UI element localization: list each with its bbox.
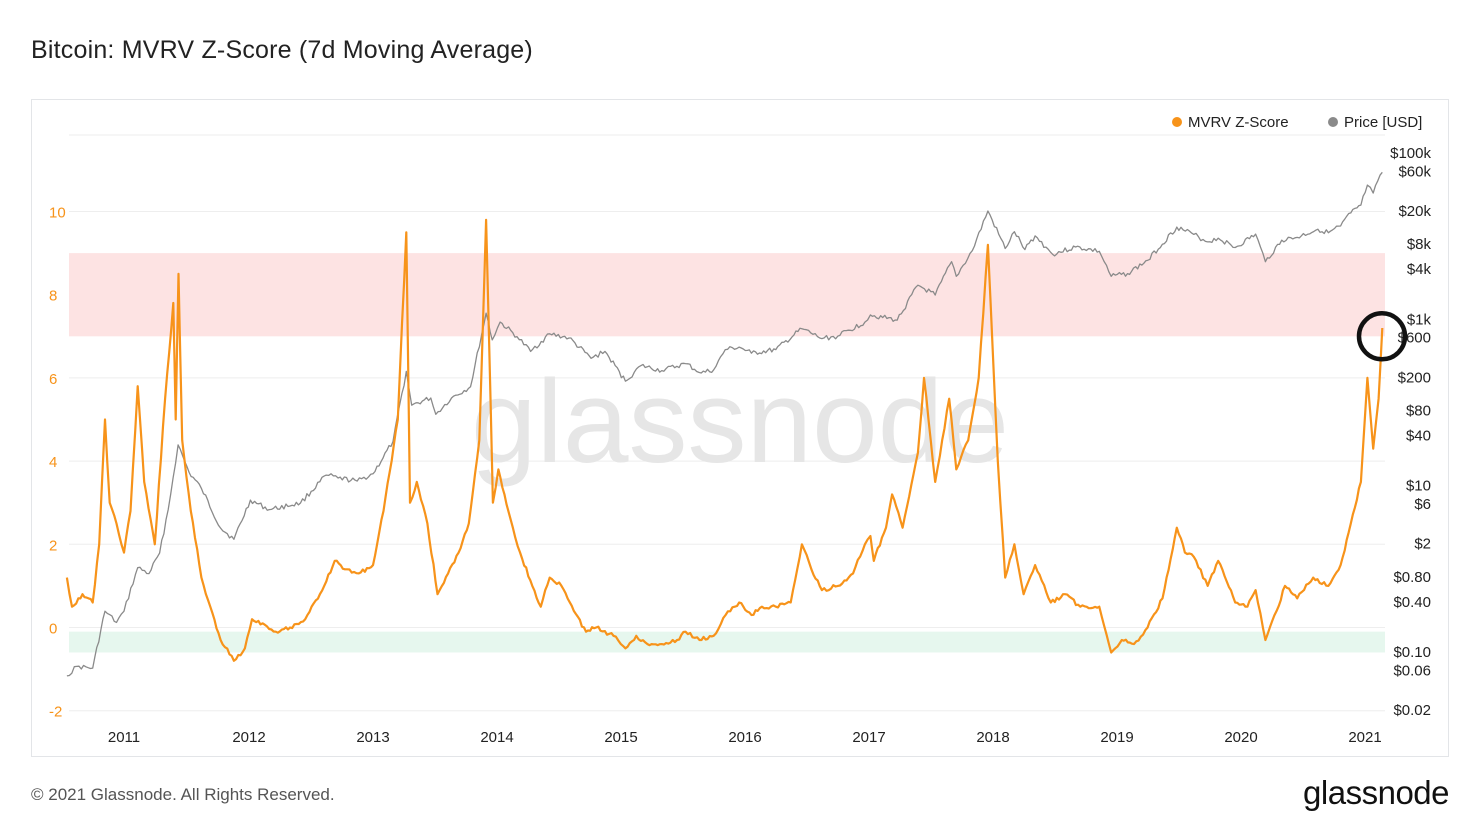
band-bottom	[69, 631, 1385, 653]
left-tick-label: 0	[49, 621, 57, 638]
right-axis: $100k$60k$20k$8k$4k$1k$600$200$80$40$10$…	[1390, 145, 1431, 719]
x-tick-label: 2013	[356, 729, 389, 746]
x-axis: 2011 2012 2013 2014 2015 2016 2017 2018 2019 2020…	[108, 729, 1382, 746]
right-tick-label: $6	[1414, 496, 1431, 513]
legend-label[interactable]: Price [USD]	[1344, 114, 1422, 131]
right-tick-label: $4k	[1407, 261, 1432, 278]
footer-copyright: © 2021 Glassnode. All Rights Reserved.	[31, 785, 335, 804]
right-tick-label: $0.10	[1393, 644, 1431, 661]
right-tick-label: $200	[1398, 369, 1431, 386]
right-tick-label: $0.06	[1393, 662, 1431, 679]
left-tick-label: 4	[49, 454, 57, 471]
left-axis: -2 0 2 4 6 8 10	[49, 205, 66, 721]
right-tick-label: $100k	[1390, 145, 1431, 162]
zscore-series	[65, 218, 1384, 662]
x-tick-label: 2016	[728, 729, 761, 746]
right-tick-label: $0.40	[1393, 594, 1431, 611]
left-tick-label: 6	[49, 371, 57, 388]
annotation-layer	[1356, 311, 1408, 362]
legend-swatch	[1172, 117, 1182, 127]
x-tick-label: 2020	[1224, 729, 1257, 746]
legend: MVRV Z-Score Price [USD]	[1172, 114, 1422, 131]
right-tick-label: $1k	[1407, 311, 1432, 328]
legend-swatch	[1328, 117, 1338, 127]
watermark: glassnode	[471, 356, 1009, 488]
right-tick-label: $2	[1414, 536, 1431, 553]
x-tick-label: 2019	[1100, 729, 1133, 746]
footer-logo: glassnode	[1303, 774, 1449, 811]
left-tick-label: 8	[49, 288, 57, 305]
right-tick-label: $0.80	[1393, 569, 1431, 586]
band-top	[69, 253, 1385, 337]
price-line	[66, 171, 1383, 677]
x-tick-label: 2017	[852, 729, 885, 746]
right-tick-label: $60k	[1398, 163, 1431, 180]
right-tick-label: $10	[1406, 478, 1431, 495]
x-tick-label: 2015	[604, 729, 637, 746]
left-tick-label: 10	[49, 205, 66, 222]
right-tick-label: $80	[1406, 402, 1431, 419]
x-tick-label: 2014	[480, 729, 513, 746]
bands-layer	[69, 253, 1385, 653]
x-tick-label: 2011	[108, 729, 140, 746]
zscore-line	[65, 218, 1384, 662]
x-tick-label: 2012	[232, 729, 265, 746]
price-series	[66, 171, 1383, 677]
x-tick-label: 2018	[976, 729, 1009, 746]
right-tick-label: $0.02	[1393, 702, 1431, 719]
left-tick-label: -2	[49, 704, 62, 721]
right-tick-label: $8k	[1407, 236, 1432, 253]
x-tick-label: 2021	[1348, 729, 1381, 746]
chart-title: Bitcoin: MVRV Z-Score (7d Moving Average…	[31, 36, 533, 64]
right-tick-label: $40	[1406, 428, 1431, 445]
legend-label[interactable]: MVRV Z-Score	[1188, 114, 1289, 131]
highlight-circle	[1356, 311, 1408, 362]
right-tick-label: $20k	[1398, 203, 1431, 220]
left-tick-label: 2	[49, 537, 57, 554]
